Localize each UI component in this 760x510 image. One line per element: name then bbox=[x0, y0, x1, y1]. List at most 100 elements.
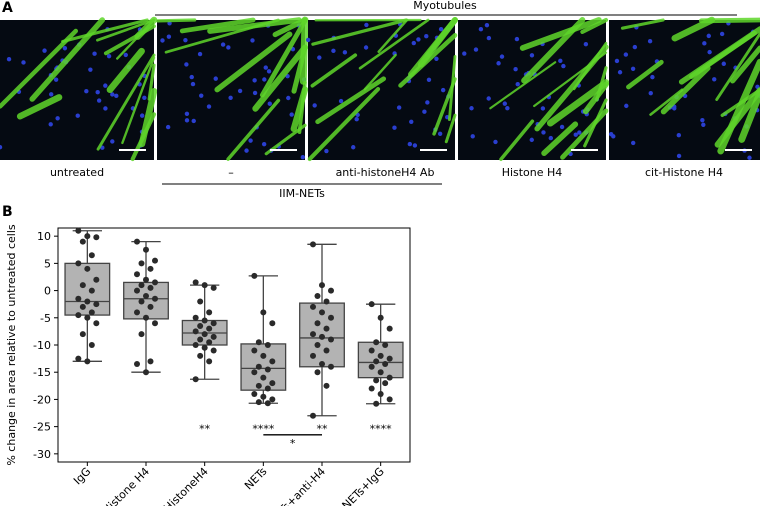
y-axis-label: % change in area relative to untreated c… bbox=[5, 224, 18, 466]
nucleus bbox=[558, 59, 562, 63]
nucleus bbox=[76, 114, 80, 118]
nucleus bbox=[264, 65, 268, 69]
nucleus bbox=[434, 57, 438, 61]
myotube bbox=[701, 20, 760, 21]
data-point bbox=[89, 309, 95, 315]
nucleus bbox=[493, 140, 497, 144]
data-point bbox=[193, 279, 199, 285]
data-point bbox=[310, 241, 316, 247]
nucleus bbox=[331, 49, 335, 53]
data-point bbox=[378, 315, 384, 321]
plot-frame bbox=[58, 228, 410, 462]
nucleus bbox=[392, 126, 396, 130]
image-label: – bbox=[228, 166, 234, 179]
data-point bbox=[324, 347, 330, 353]
nucleus bbox=[92, 52, 96, 56]
nucleus bbox=[7, 57, 11, 61]
data-point bbox=[319, 309, 325, 315]
x-tick-label: NETs+anti-H4 bbox=[266, 465, 328, 506]
nucleus bbox=[631, 67, 635, 71]
data-point bbox=[143, 247, 149, 253]
nucleus bbox=[424, 34, 428, 38]
data-point bbox=[369, 386, 375, 392]
data-point bbox=[387, 375, 393, 381]
nucleus bbox=[262, 142, 266, 146]
data-point bbox=[134, 271, 140, 277]
significance: **** bbox=[252, 423, 275, 436]
micrograph bbox=[306, 20, 455, 160]
data-point bbox=[202, 345, 208, 351]
data-point bbox=[193, 376, 199, 382]
x-tick-label: Histone H4 bbox=[100, 465, 152, 506]
nucleus bbox=[55, 116, 59, 120]
nucleus bbox=[190, 75, 194, 79]
y-tick-label: -30 bbox=[33, 448, 51, 461]
nucleus bbox=[397, 105, 401, 109]
nucleus bbox=[317, 55, 321, 59]
data-point bbox=[328, 337, 334, 343]
data-point bbox=[75, 356, 81, 362]
image-label: untreated bbox=[50, 166, 104, 179]
data-point bbox=[269, 320, 275, 326]
nucleus bbox=[184, 62, 188, 66]
data-point bbox=[148, 285, 154, 291]
data-point bbox=[319, 334, 325, 340]
nucleus bbox=[339, 99, 343, 103]
nucleus bbox=[487, 36, 491, 40]
data-point bbox=[251, 347, 257, 353]
nucleus bbox=[354, 117, 358, 121]
data-point bbox=[310, 413, 316, 419]
nucleus bbox=[648, 39, 652, 43]
nucleus bbox=[97, 98, 101, 102]
nucleus bbox=[479, 27, 483, 31]
data-point bbox=[139, 298, 145, 304]
data-point bbox=[315, 293, 321, 299]
nucleus bbox=[185, 118, 189, 122]
data-point bbox=[265, 342, 271, 348]
nucleus bbox=[228, 96, 232, 100]
nucleus bbox=[496, 61, 500, 65]
nucleus bbox=[530, 138, 534, 142]
y-tick-label: -25 bbox=[33, 421, 51, 434]
data-point bbox=[202, 331, 208, 337]
nucleus bbox=[631, 141, 635, 145]
data-point bbox=[324, 298, 330, 304]
nucleus bbox=[214, 76, 218, 80]
data-point bbox=[206, 358, 212, 364]
nucleus bbox=[513, 67, 517, 71]
nucleus bbox=[438, 132, 442, 136]
nucleus bbox=[250, 38, 254, 42]
significance: ** bbox=[199, 423, 211, 436]
nucleus bbox=[624, 52, 628, 56]
y-tick-label: -20 bbox=[33, 393, 51, 406]
nucleus bbox=[701, 123, 705, 127]
nucleus bbox=[516, 82, 520, 86]
nucleus bbox=[42, 48, 46, 52]
data-point bbox=[84, 358, 90, 364]
nucleus bbox=[95, 90, 99, 94]
data-point bbox=[256, 364, 262, 370]
data-point bbox=[256, 383, 262, 389]
nucleus bbox=[677, 133, 681, 137]
x-tick-label: NETs+IgG bbox=[340, 465, 387, 506]
nucleus bbox=[515, 37, 519, 41]
nucleus bbox=[707, 50, 711, 54]
significance: ** bbox=[317, 423, 329, 436]
data-point bbox=[260, 309, 266, 315]
data-point bbox=[139, 331, 145, 337]
data-point bbox=[256, 399, 262, 405]
data-point bbox=[89, 252, 95, 258]
data-point bbox=[93, 301, 99, 307]
data-point bbox=[324, 383, 330, 389]
data-point bbox=[80, 282, 86, 288]
nucleus bbox=[226, 45, 230, 49]
data-point bbox=[89, 288, 95, 294]
nucleus bbox=[84, 89, 88, 93]
micrograph bbox=[609, 20, 760, 160]
nucleus bbox=[88, 67, 92, 71]
y-tick-label: 10 bbox=[37, 230, 51, 243]
data-point bbox=[319, 361, 325, 367]
data-point bbox=[265, 400, 271, 406]
nucleus bbox=[268, 102, 272, 106]
data-point bbox=[143, 369, 149, 375]
